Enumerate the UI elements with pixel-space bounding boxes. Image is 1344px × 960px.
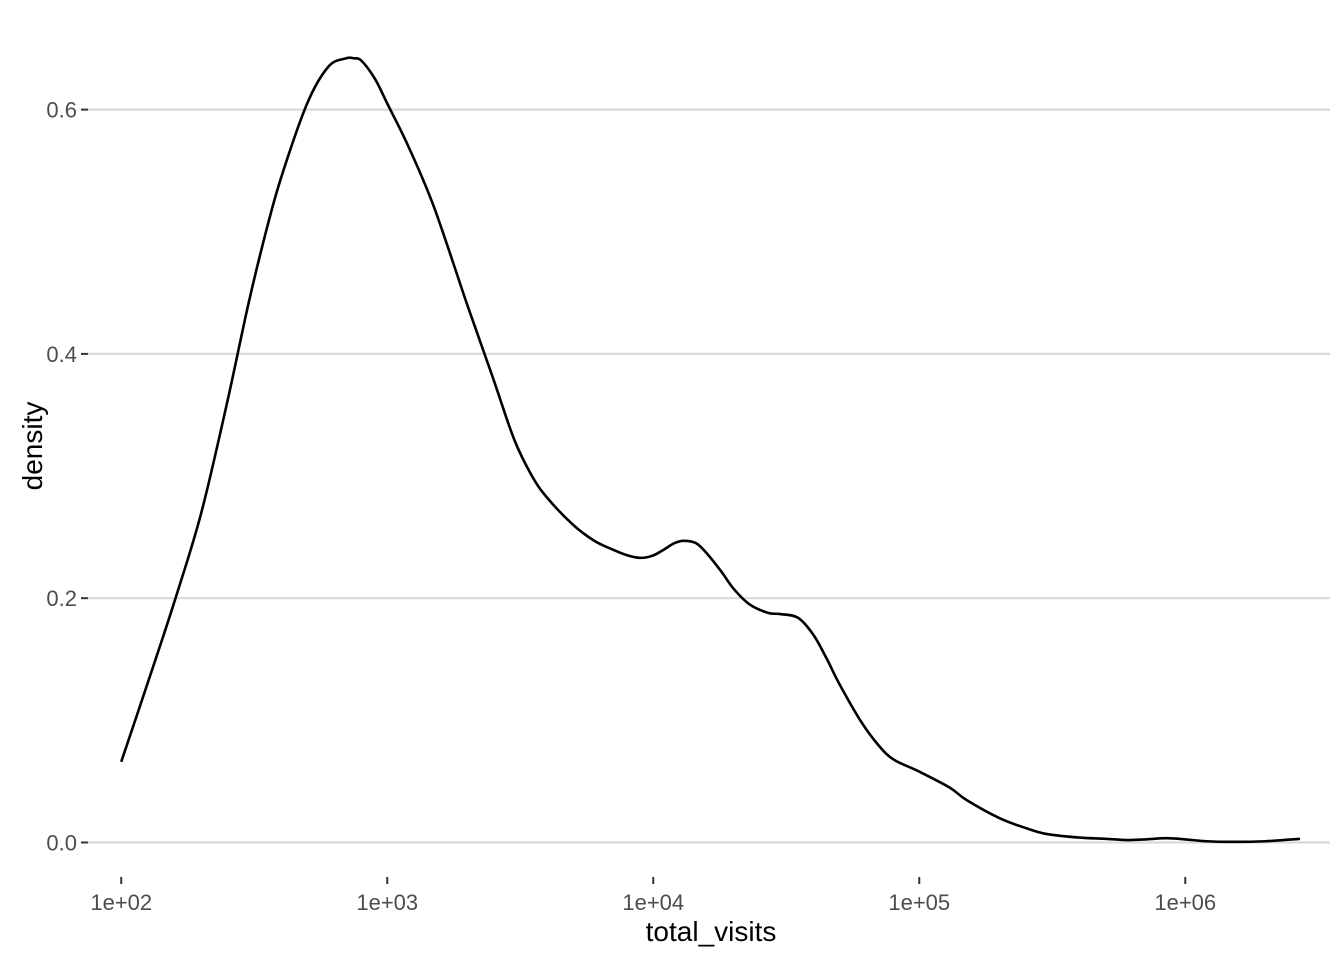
y-tick-label: 0.0 [46, 830, 77, 855]
plot-area [119, 56, 1301, 844]
density-line [119, 56, 1301, 844]
x-tick-label: 1e+06 [1154, 890, 1216, 915]
y-tick-label: 0.2 [46, 586, 77, 611]
y-tick-label: 0.4 [46, 342, 77, 367]
y-axis-title: density [17, 402, 48, 491]
x-tick-label: 1e+04 [622, 890, 684, 915]
y-tick-label: 0.6 [46, 98, 77, 123]
x-axis: 1e+02 1e+03 1e+04 1e+05 1e+06 [90, 877, 1216, 915]
y-axis: 0.0 0.2 0.4 0.6 [46, 98, 88, 855]
x-tick-label: 1e+03 [356, 890, 418, 915]
gridlines [88, 108, 1330, 844]
x-tick-label: 1e+05 [888, 890, 950, 915]
x-axis-title: total_visits [646, 916, 777, 947]
x-tick-label: 1e+02 [90, 890, 152, 915]
